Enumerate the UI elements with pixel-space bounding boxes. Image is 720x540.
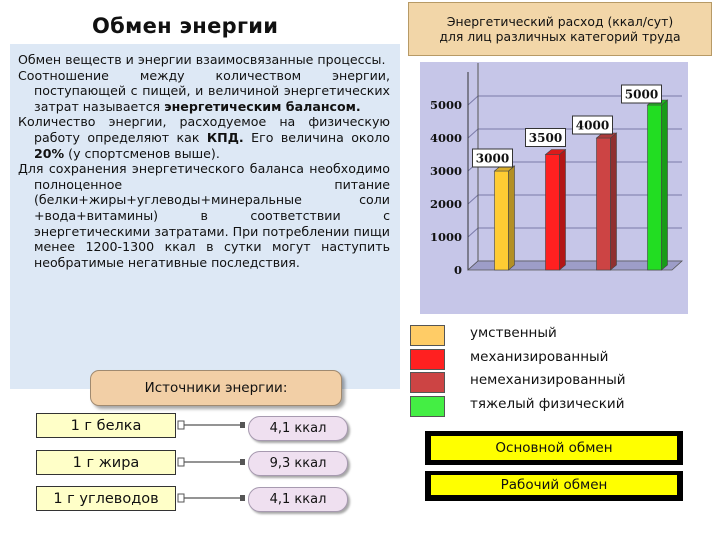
paragraph-2-text: Соотношение между количеством энергии, п… <box>18 67 390 114</box>
text-panel <box>10 44 400 389</box>
paragraph-2: Соотношение между количеством энергии, п… <box>18 68 390 115</box>
energy-balance-term: энергетическим балансом. <box>164 98 361 114</box>
chart-title-line-1: Энергетический расход (ккал/сут) <box>446 14 674 29</box>
bar-mental <box>493 165 516 271</box>
paragraph-1: Обмен веществ и энергии взаимосвязанные … <box>18 52 386 67</box>
legend-label-nonmechanized: немеханизированный <box>470 372 626 388</box>
y-tick-label: 5000 <box>430 98 462 112</box>
connector-arrow <box>177 493 245 503</box>
value-label-text: 5000 <box>625 88 658 102</box>
y-tick-label: 2000 <box>430 197 462 211</box>
paragraph-3: Количество энергии, расходуемое на физич… <box>18 114 390 161</box>
working-metabolism-frame: Рабочий обмен <box>425 471 683 501</box>
legend-label-heavy: тяжелый физический <box>470 396 625 412</box>
legend-swatch-heavy <box>410 396 445 417</box>
legend-label-mental: умственный <box>470 325 557 341</box>
gridline-side <box>467 128 479 139</box>
value-label: 4000 <box>572 115 613 135</box>
y-tick-label: 3000 <box>430 164 462 178</box>
basic-metabolism-frame: Основной обмен <box>425 431 683 465</box>
value-protein: 4,1 ккал <box>248 416 348 441</box>
value-label: 3500 <box>525 128 566 147</box>
y-tick-label: 4000 <box>430 131 462 145</box>
bar-nonmechanized <box>595 132 618 271</box>
chart-title-line-2: для лиц различных категорий труда <box>439 29 681 44</box>
value-carbs: 4,1 ккал <box>248 487 348 512</box>
paragraph-3-a: Количество энергии, расходуемое на физич… <box>18 114 390 145</box>
gridline-side <box>467 194 479 205</box>
bar-heavy <box>646 99 669 271</box>
bar-mechanized <box>544 148 567 271</box>
legend-swatch-mechanized <box>410 349 445 370</box>
source-protein[interactable]: 1 г белка <box>36 413 176 438</box>
paragraph-4: Для сохранения энергетического баланса н… <box>18 161 390 270</box>
legend-swatch-mental <box>410 325 445 346</box>
y-tick-label: 1000 <box>430 230 462 244</box>
value-fat: 9,3 ккал <box>248 451 348 476</box>
basic-metabolism-button[interactable]: Основной обмен <box>431 436 677 460</box>
legend-label-mechanized: механизированный <box>470 349 609 365</box>
value-label-text: 3500 <box>529 131 562 145</box>
paragraph-3-c: (у спортсменов выше). <box>68 145 220 161</box>
source-fat[interactable]: 1 г жира <box>36 450 176 475</box>
value-label: 3000 <box>472 148 513 168</box>
value-label: 5000 <box>621 84 662 104</box>
text-body: Обмен веществ и энергии взаимосвязанные … <box>18 52 390 270</box>
energy-bar-chart: 0 1000 2000 3000 4000 5000 3000 3500 4000 5000 <box>430 63 684 277</box>
value-label-text: 4000 <box>576 119 609 133</box>
chart-title: Энергетический расход (ккал/сут) для лиц… <box>408 2 712 56</box>
y-tick-label: 0 <box>454 263 462 277</box>
value-label-text: 3000 <box>476 152 509 166</box>
connector-arrow <box>177 420 245 430</box>
connector-arrow <box>177 457 245 467</box>
paragraph-3-b: Его величина около <box>251 129 390 145</box>
source-carbs[interactable]: 1 г углеводов <box>36 486 176 511</box>
kpd-percent: 20% <box>34 145 65 161</box>
gridline-side <box>467 95 479 106</box>
energy-sources-header[interactable]: Источники энергии: <box>90 370 342 406</box>
legend-swatch-nonmechanized <box>410 372 445 393</box>
working-metabolism-button[interactable]: Рабочий обмен <box>431 475 677 495</box>
kpd-term: КПД. <box>206 129 244 145</box>
gridline-side <box>467 227 479 238</box>
page-title: Обмен энергии <box>92 14 279 38</box>
